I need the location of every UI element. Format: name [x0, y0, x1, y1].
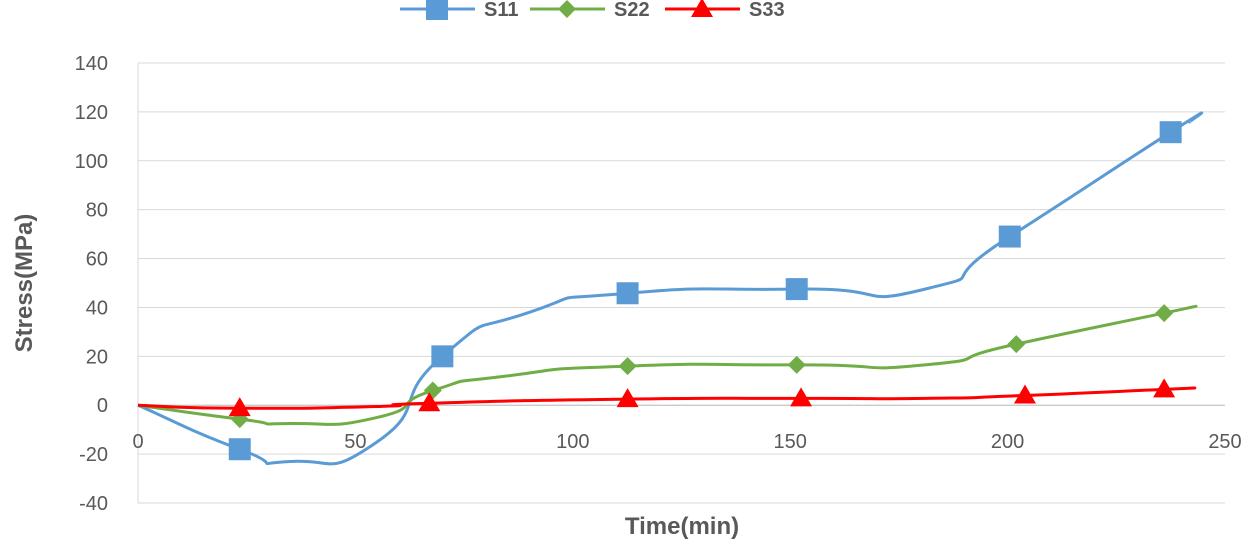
data-point-s22: [787, 355, 806, 374]
grid: [137, 62, 1225, 504]
x-tick-label: 50: [344, 431, 366, 453]
data-point-s22: [618, 357, 637, 376]
data-point-s33: [1013, 384, 1036, 404]
series-line-s33: [137, 386, 1197, 410]
data-point-s11: [228, 438, 251, 461]
x-tick-label: 100: [556, 431, 589, 453]
y-tick-label: 20: [86, 346, 108, 368]
legend-marker-s33: [691, 0, 713, 17]
y-tick-label: 0: [97, 395, 108, 417]
y-tick-label: 120: [75, 102, 108, 124]
data-point-s11: [431, 345, 454, 368]
series-line-s11: [137, 111, 1204, 466]
data-point-s33: [1153, 378, 1176, 398]
data-point-s11: [616, 282, 639, 305]
x-tick-labels: 0 50 100 150 200 250: [132, 431, 1241, 453]
legend: S11 S22 S33: [400, 0, 785, 21]
data-point-s33: [790, 387, 813, 407]
data-point-s22: [1007, 335, 1026, 354]
y-tick-label: 60: [86, 249, 108, 271]
data-point-s22: [1155, 304, 1174, 323]
data-point-s11: [998, 225, 1021, 248]
legend-marker-s22: [558, 0, 576, 18]
data-point-s33: [418, 392, 441, 412]
series-lines: [137, 111, 1204, 466]
legend-label-s33: S33: [749, 0, 785, 21]
y-axis-label: Stress(MPa): [11, 214, 38, 353]
legend-label-s22: S22: [614, 0, 650, 21]
data-point-s33: [228, 397, 251, 417]
y-tick-labels: -40 -20 0 20 40 60 80 100 120 140: [75, 53, 108, 515]
legend-label-s11: S11: [484, 0, 518, 21]
data-point-s11: [785, 278, 808, 301]
y-tick-label: 40: [86, 297, 108, 319]
x-axis-label: Time(min): [625, 513, 739, 540]
y-tick-label: -40: [79, 493, 108, 515]
x-tick-label: 150: [774, 431, 807, 453]
data-point-s33: [616, 388, 639, 408]
y-tick-label: 140: [75, 53, 108, 75]
x-tick-label: 0: [132, 431, 143, 453]
y-tick-label: 80: [86, 200, 108, 222]
data-point-s11: [1159, 121, 1182, 144]
x-tick-label: 250: [1208, 431, 1241, 453]
data-point-s22: [423, 381, 442, 400]
y-tick-label: -20: [79, 444, 108, 466]
legend-marker-s11: [426, 0, 448, 20]
y-tick-label: 100: [75, 151, 108, 173]
x-tick-label: 200: [991, 431, 1024, 453]
